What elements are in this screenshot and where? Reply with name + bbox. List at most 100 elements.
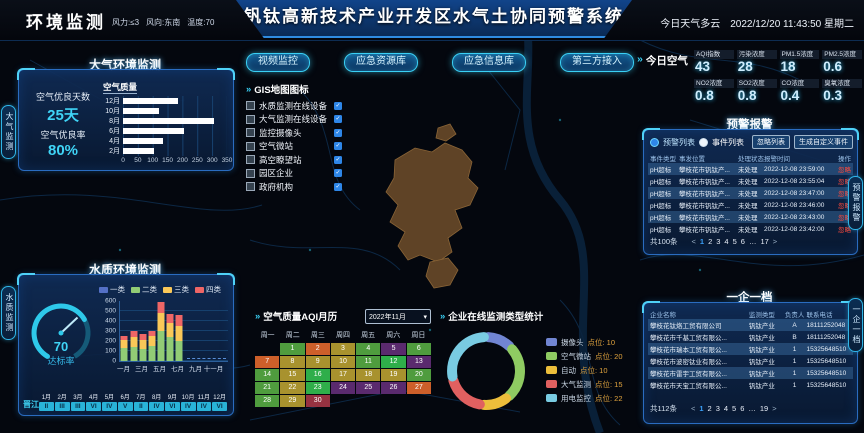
calendar-day-cell[interactable]: 22: [280, 382, 305, 394]
pagination-prev[interactable]: <: [691, 237, 696, 246]
calendar-day-cell[interactable]: 6: [406, 343, 431, 355]
river-grade-cell[interactable]: VI: [86, 402, 101, 411]
toolbar-button[interactable]: 第三方接入: [560, 53, 634, 72]
pagination-page[interactable]: 6: [740, 237, 745, 246]
river-grade-cell[interactable]: IV: [196, 402, 212, 411]
enterprise-row[interactable]: 攀枝花市瑞本工贸有限公... 钒钛产业 1 15325648510: [648, 343, 853, 355]
calendar-day-cell[interactable]: 21: [255, 382, 280, 394]
pagination-page[interactable]: 3: [715, 404, 720, 413]
tab-water-monitor[interactable]: 水质监测: [1, 286, 16, 340]
calendar-day-cell[interactable]: 23: [305, 382, 330, 394]
layer-toggle[interactable]: 园区企业 ✓: [246, 167, 342, 181]
pagination-next[interactable]: >: [772, 404, 777, 413]
event-list-label[interactable]: 事件列表: [712, 137, 744, 147]
month-select[interactable]: 2022年11月 ▾: [365, 309, 431, 324]
calendar-day-cell[interactable]: 1: [280, 343, 305, 355]
tab-air-monitor[interactable]: 大气监测: [1, 105, 16, 159]
calendar-day-cell[interactable]: 14: [255, 369, 280, 381]
pagination-page[interactable]: 17: [760, 237, 769, 246]
calendar-day-cell[interactable]: 7: [255, 356, 280, 368]
calendar-day-cell[interactable]: 25: [356, 382, 381, 394]
layer-toggle[interactable]: 大气监测在线设备 ✓: [246, 113, 342, 127]
table-cell-action[interactable]: 忽略: [838, 203, 851, 210]
table-cell-action[interactable]: 忽略: [838, 179, 851, 186]
toolbar-button[interactable]: 视频监控: [246, 53, 310, 72]
calendar-day-cell[interactable]: 3: [330, 343, 356, 355]
enterprise-row[interactable]: 攀枝花市千基工贸有限公... 钒钛产业 B 18111252048: [648, 331, 853, 343]
calendar-day-cell[interactable]: 27: [406, 382, 431, 394]
pagination-page[interactable]: …: [748, 404, 756, 413]
calendar-day-cell[interactable]: 11: [356, 356, 381, 368]
enterprise-row[interactable]: 攀枝花市天宝工贸有限公... 钒钛产业 1 15325648510: [648, 379, 853, 391]
river-grade-cell[interactable]: IV: [102, 402, 117, 411]
table-cell-action[interactable]: 忽略: [838, 191, 851, 198]
calendar-day-cell[interactable]: 28: [255, 395, 280, 407]
river-grade-cell[interactable]: V: [117, 402, 133, 411]
calendar-day-cell[interactable]: 5: [381, 343, 406, 355]
pagination-page[interactable]: 4: [724, 237, 729, 246]
layer-checkbox[interactable]: ✓: [334, 128, 342, 137]
calendar-day-cell[interactable]: 24: [330, 382, 356, 394]
enterprise-row[interactable]: 攀枝花市雷宇工贸有限公... 钒钛产业 1 15325648510: [648, 367, 853, 379]
calendar-day-cell[interactable]: 2: [305, 343, 330, 355]
alert-row[interactable]: pH超标 攀枝花市钒钛产... 未处理 2022-12-08 23:43:00 忽略: [648, 211, 853, 223]
calendar-day-cell[interactable]: 19: [381, 369, 406, 381]
table-cell-action[interactable]: 忽略: [838, 227, 851, 234]
pagination-next[interactable]: >: [772, 237, 778, 246]
ignore-list-button[interactable]: 忽略列表: [752, 135, 790, 149]
river-grade-cell[interactable]: III: [70, 402, 86, 411]
layer-checkbox[interactable]: ✓: [334, 155, 342, 164]
alert-row[interactable]: pH超标 攀枝花市钒钛产... 未处理 2022-12-08 23:47:00 忽略: [648, 187, 853, 199]
enterprise-row[interactable]: 攀枝花市波密钛业有限公... 钒钛产业 1 15325648510: [648, 355, 853, 367]
layer-checkbox[interactable]: ✓: [334, 115, 342, 124]
calendar-day-cell[interactable]: 13: [406, 356, 431, 368]
pagination-page[interactable]: 2: [708, 237, 713, 246]
river-grade-cell[interactable]: II: [39, 402, 54, 411]
calendar-day-cell[interactable]: 20: [406, 369, 431, 381]
calendar-day-cell[interactable]: 8: [280, 356, 305, 368]
pagination-page[interactable]: 19: [759, 404, 769, 413]
event-list-radio[interactable]: [699, 137, 708, 147]
calendar-day-cell[interactable]: 10: [330, 356, 356, 368]
pagination-page[interactable]: 1: [699, 237, 705, 246]
alert-row[interactable]: pH超标 攀枝花市钒钛产... 未处理 2022-12-08 23:42:00 忽略: [648, 223, 853, 235]
calendar-day-cell[interactable]: 16: [305, 369, 330, 381]
toolbar-button[interactable]: 应急信息库: [452, 53, 526, 72]
pagination-page[interactable]: 3: [716, 237, 721, 246]
calendar-day-cell[interactable]: 26: [381, 382, 406, 394]
river-grade-cell[interactable]: II: [133, 402, 149, 411]
table-cell-action[interactable]: 忽略: [838, 167, 851, 174]
alert-row[interactable]: pH超标 攀枝花市钒钛产... 未处理 2022-12-08 23:55:04 忽略: [648, 175, 853, 187]
pagination-page[interactable]: 2: [707, 404, 712, 413]
river-grade-cell[interactable]: IV: [180, 402, 196, 411]
calendar-day-cell[interactable]: 18: [356, 369, 381, 381]
layer-toggle[interactable]: 空气微站 ✓: [246, 140, 342, 154]
layer-toggle[interactable]: 水质监测在线设备 ✓: [246, 99, 342, 113]
calendar-day-cell[interactable]: 29: [280, 395, 305, 407]
pagination-page[interactable]: 6: [740, 404, 745, 413]
river-grade-cell[interactable]: III: [54, 402, 70, 411]
toolbar-button[interactable]: 应急资源库: [344, 53, 418, 72]
alert-row[interactable]: pH超标 攀枝花市钒钛产... 未处理 2022-12-08 23:59:00 忽略: [648, 163, 853, 175]
table-cell-action[interactable]: 忽略: [838, 215, 851, 222]
calendar-day-cell[interactable]: 17: [330, 369, 356, 381]
layer-toggle[interactable]: 监控摄像头 ✓: [246, 126, 342, 140]
tab-alerts[interactable]: 预警报警: [848, 176, 863, 230]
warning-list-label[interactable]: 预警列表: [663, 137, 695, 147]
tab-enterprise[interactable]: 一企一档: [848, 298, 863, 352]
calendar-day-cell[interactable]: 30: [305, 395, 330, 407]
warning-list-radio[interactable]: [650, 137, 659, 147]
calendar-day-cell[interactable]: 15: [280, 369, 305, 381]
river-grade-cell[interactable]: VI: [165, 402, 180, 411]
pagination-page[interactable]: 4: [723, 404, 729, 413]
pagination-page[interactable]: 5: [732, 237, 737, 246]
layer-checkbox[interactable]: ✓: [334, 142, 342, 151]
pagination-prev[interactable]: <: [690, 404, 696, 413]
layer-toggle[interactable]: 高空瞭望站 ✓: [246, 153, 342, 167]
calendar-day-cell[interactable]: 12: [381, 356, 406, 368]
layer-checkbox[interactable]: ✓: [334, 101, 342, 110]
enterprise-row[interactable]: 攀枝花钛烙工贸有限公司 钒钛产业 A 18111252048: [648, 319, 853, 331]
layer-checkbox[interactable]: ✓: [334, 169, 342, 178]
pagination-page[interactable]: 5: [732, 404, 737, 413]
pagination-page[interactable]: 1: [699, 404, 704, 413]
